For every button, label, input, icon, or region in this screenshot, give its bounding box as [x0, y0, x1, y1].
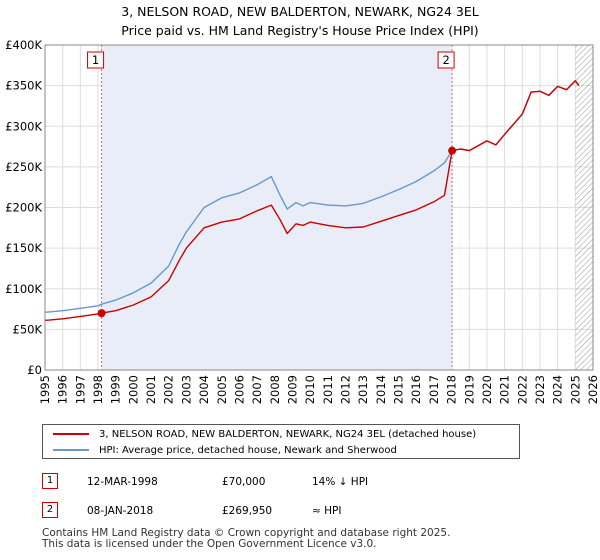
x-tick-label: 2000 [126, 375, 140, 404]
x-tick-label: 2026 [586, 375, 600, 404]
footer: Contains HM Land Registry data © Crown c… [42, 528, 450, 550]
legend-swatch-hpi [53, 449, 89, 451]
legend-swatch-property [53, 433, 89, 435]
footer-line-2: This data is licensed under the Open Gov… [42, 538, 377, 550]
sale-hpi-relation: ≈ HPI [312, 505, 342, 517]
x-tick-label: 2012 [339, 375, 353, 404]
title-line-1: 3, NELSON ROAD, NEW BALDERTON, NEWARK, N… [121, 4, 479, 19]
chart-title: 3, NELSON ROAD, NEW BALDERTON, NEWARK, N… [0, 2, 600, 40]
legend-label-hpi: HPI: Average price, detached house, Newa… [99, 445, 397, 456]
sale-hpi-relation: 14% ↓ HPI [312, 476, 369, 488]
x-tick-label: 2014 [374, 375, 388, 404]
title-line-2: Price paid vs. HM Land Registry's House … [121, 23, 479, 38]
x-tick-label: 2004 [197, 375, 211, 404]
x-tick-label: 1997 [73, 375, 87, 404]
x-tick-label: 2010 [303, 375, 317, 404]
x-tick-label: 2015 [392, 375, 406, 404]
sale-price: £269,950 [222, 505, 273, 517]
future-hatch [575, 45, 593, 370]
x-tick-label: 1999 [109, 375, 123, 404]
legend-entry-property: 3, NELSON ROAD, NEW BALDERTON, NEWARK, N… [53, 427, 476, 443]
sale-price: £70,000 [222, 476, 266, 488]
y-tick-label: £0 [27, 363, 42, 377]
footer-line-1: Contains HM Land Registry data © Crown c… [42, 527, 451, 539]
y-tick-label: £50K [13, 322, 43, 336]
sale-date: 12-MAR-1998 [87, 476, 158, 488]
x-tick-label: 2007 [250, 375, 264, 404]
axes: £0 £50K £100K £150K £200K £250K £300K £350K £400… [5, 38, 600, 404]
sale-label-text: 2 [442, 53, 449, 67]
y-tick-label: £200K [5, 201, 42, 215]
y-tick-label: £250K [5, 160, 42, 174]
y-tick-label: £300K [5, 119, 42, 133]
sale-number-badge: 2 [42, 502, 58, 518]
x-tick-label: 2017 [427, 375, 441, 404]
legend: 3, NELSON ROAD, NEW BALDERTON, NEWARK, N… [42, 424, 520, 459]
x-tick-label: 2008 [268, 375, 282, 404]
sale-label-box [87, 51, 105, 69]
property-price-line [44, 80, 580, 322]
y-tick-label: £100K [5, 282, 42, 296]
legend-label-property: 3, NELSON ROAD, NEW BALDERTON, NEWARK, N… [99, 429, 477, 440]
y-tick-label: £350K [5, 79, 42, 93]
x-tick-label: 2013 [356, 375, 370, 404]
x-tick-label: 2005 [215, 375, 229, 404]
x-tick-label: 2019 [462, 375, 476, 404]
y-tick-label: £150K [5, 241, 42, 255]
x-tick-label: 2006 [232, 375, 246, 404]
x-tick-label: 2011 [321, 375, 335, 404]
x-tick-label: 2002 [162, 375, 176, 404]
x-tick-label: 2021 [498, 375, 512, 404]
x-tick-label: 1998 [91, 375, 105, 404]
x-tick-label: 2018 [445, 375, 459, 404]
plot-frame [44, 44, 594, 371]
x-tick-label: 2023 [533, 375, 547, 404]
x-tick-label: 2016 [409, 375, 423, 404]
sale-point [448, 146, 457, 155]
x-tick-label: 2009 [285, 375, 299, 404]
x-tick-label: 1996 [56, 375, 70, 404]
x-tick-label: 2022 [515, 375, 529, 404]
x-tick-label: 2020 [480, 375, 494, 404]
sale-label-text: 1 [92, 53, 99, 67]
sale-number-badge: 1 [42, 473, 58, 489]
x-tick-label: 2024 [551, 375, 565, 404]
legend-entry-hpi: HPI: Average price, detached house, Newa… [53, 443, 397, 459]
y-tick-label: £400K [5, 38, 42, 52]
ownership-shade [101, 45, 453, 370]
x-tick-label: 1995 [38, 375, 52, 404]
shaded-regions [101, 45, 593, 370]
sale-date: 08-JAN-2018 [87, 505, 154, 517]
sale-point [97, 309, 106, 318]
x-tick-label: 2001 [144, 375, 158, 404]
x-tick-label: 2025 [568, 375, 582, 404]
x-tick-label: 2003 [179, 375, 193, 404]
sale-label-box [437, 51, 455, 69]
series-lines [44, 80, 580, 322]
